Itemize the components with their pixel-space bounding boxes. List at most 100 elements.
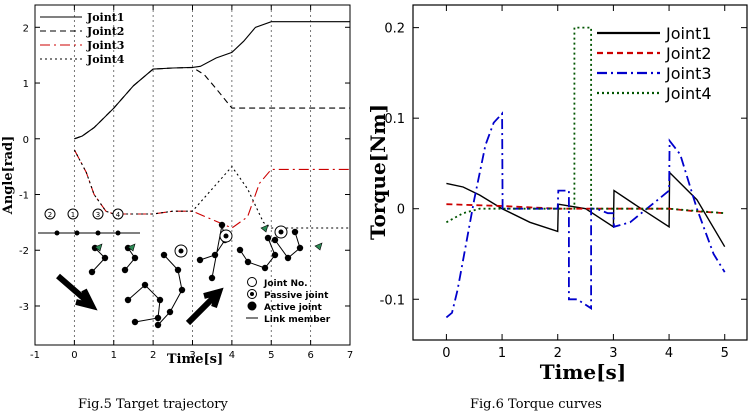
y-tick-label: -0.1 — [380, 293, 405, 308]
x-tick-label: 2 — [554, 346, 562, 361]
robot-active-joint — [124, 296, 132, 304]
y-tick-label: -1 — [19, 191, 29, 202]
x-tick-label: 4 — [229, 350, 235, 361]
active-joint-legend-icon — [247, 301, 257, 311]
robot-active-joint — [131, 254, 139, 262]
joint-no-1-ring — [67, 208, 79, 220]
legend-label-joint3: Joint3 — [665, 64, 712, 83]
robot-active-joint — [264, 234, 272, 242]
x-tick-label: 1 — [111, 350, 117, 361]
inset-legend-label: Passive joint — [264, 291, 329, 301]
robot-active-joint — [236, 246, 244, 254]
x-tick-label: 2 — [150, 350, 156, 361]
x-tick-label: -1 — [30, 350, 40, 361]
series-line-joint3 — [445, 111, 726, 319]
robot-active-joint — [121, 266, 129, 274]
robot-link — [127, 284, 161, 323]
series-line-joint2 — [446, 203, 725, 215]
motion-arrow-head-icon — [94, 243, 103, 252]
caption-fig5: Fig.5 Target trajectory — [78, 397, 228, 412]
robot-active-joint — [156, 296, 164, 304]
y-tick-label: 0.2 — [384, 22, 405, 37]
legend-label-joint4: Joint4 — [86, 53, 125, 66]
robot-active-joint — [296, 244, 304, 252]
inset-legend-label: Active joint — [264, 303, 323, 313]
passive-joint-legend-core — [250, 292, 254, 296]
x-tick-label: 0 — [71, 350, 77, 361]
x-axis-label: Time[s] — [167, 352, 223, 367]
series-line-joint4 — [445, 26, 725, 224]
y-tick-label: 1 — [23, 79, 29, 90]
robot-active-joint — [284, 254, 292, 262]
x-tick-label: 3 — [609, 346, 617, 361]
x-tick-label: 4 — [665, 346, 673, 361]
joint-no-2-label: 2 — [48, 211, 52, 219]
joint-no-2-ring — [44, 208, 56, 220]
y-tick-label: 0 — [23, 135, 29, 146]
robot-active-joint — [261, 264, 269, 272]
robot-active-joint — [271, 236, 279, 244]
joint-no-1-label: 1 — [71, 211, 75, 219]
legend-label-joint2: Joint2 — [665, 44, 712, 63]
x-tick-label: 0 — [442, 346, 450, 361]
robot-link — [274, 231, 301, 259]
robot-active-joint — [166, 308, 174, 316]
y-axis-label: Torque[Nm] — [366, 104, 390, 240]
legend-label-joint2: Joint2 — [86, 25, 124, 38]
robot-rail-joint — [115, 230, 121, 236]
y-axis-label: Angle[rad] — [1, 136, 16, 216]
robot-passive-joint-core — [278, 229, 284, 235]
robot-active-joint — [291, 228, 299, 236]
robot-active-joint — [218, 221, 226, 229]
x-axis-label: Time[s] — [540, 360, 627, 384]
x-tick-label: 5 — [268, 350, 274, 361]
legend-label-joint4: Joint4 — [665, 84, 712, 103]
motion-arrow-head-icon — [314, 242, 323, 251]
robot-active-joint — [271, 251, 279, 259]
big-arrow-icon — [56, 273, 98, 311]
robot-rail-joint — [54, 230, 60, 236]
plot-frame-fig6 — [412, 4, 748, 341]
robot-active-joint — [154, 314, 162, 322]
robot-active-joint — [131, 318, 139, 326]
x-tick-label: 6 — [307, 350, 313, 361]
joint-no-4-ring — [112, 208, 124, 220]
y-tick-label: 0 — [397, 203, 405, 218]
y-tick-label: 2 — [23, 23, 29, 34]
x-tick-label: 5 — [721, 346, 729, 361]
series-line-joint1 — [446, 170, 726, 248]
x-tick-label: 1 — [498, 346, 506, 361]
panel-torque-curves: 0 1 2 3 4 5 0.2 0.1 0 -0.1 Time[s] Torque[Nm] Joint1… — [366, 4, 748, 384]
joint-no-4-label: 4 — [116, 211, 121, 219]
x-tick-label: 3 — [189, 350, 195, 361]
robot-rail-joint — [74, 230, 80, 236]
robot-passive-joint-core — [178, 248, 184, 254]
joint-no-3-ring — [92, 208, 104, 220]
robot-active-joint — [178, 286, 186, 294]
legend-label-joint3: Joint3 — [86, 39, 124, 52]
series-line-joint2 — [74, 66, 350, 140]
y-tick-label: -3 — [19, 302, 29, 313]
robot-rail-joint — [95, 230, 101, 236]
y-tick-label: 0.1 — [384, 112, 405, 127]
robot-active-joint — [208, 274, 216, 282]
legend-label-joint1: Joint1 — [665, 24, 712, 43]
caption-fig6: Fig.6 Torque curves — [470, 397, 602, 412]
joint-no-3-label: 3 — [96, 211, 100, 219]
robot-active-joint — [244, 258, 252, 266]
robot-active-joint — [154, 321, 162, 329]
motion-arrow-head-icon — [127, 243, 136, 252]
x-tick-label: 7 — [347, 350, 353, 361]
panel-target-trajectory: -1 0 1 2 3 4 5 6 7 2 1 0 -1 -2 -3 Time[s] Angle[rad] Join… — [1, 4, 353, 367]
inset-legend-label: Link member — [264, 315, 331, 325]
robot-active-joint — [196, 256, 204, 264]
robot-active-joint — [211, 251, 219, 259]
robot-active-joint — [160, 251, 168, 259]
robot-passive-joint-core — [223, 233, 229, 239]
y-tick-label: -2 — [19, 246, 29, 257]
robot-active-joint — [101, 254, 109, 262]
series-line-joint4 — [73, 149, 350, 229]
joint-no-legend-icon — [247, 277, 257, 287]
robot-active-joint — [88, 268, 96, 276]
